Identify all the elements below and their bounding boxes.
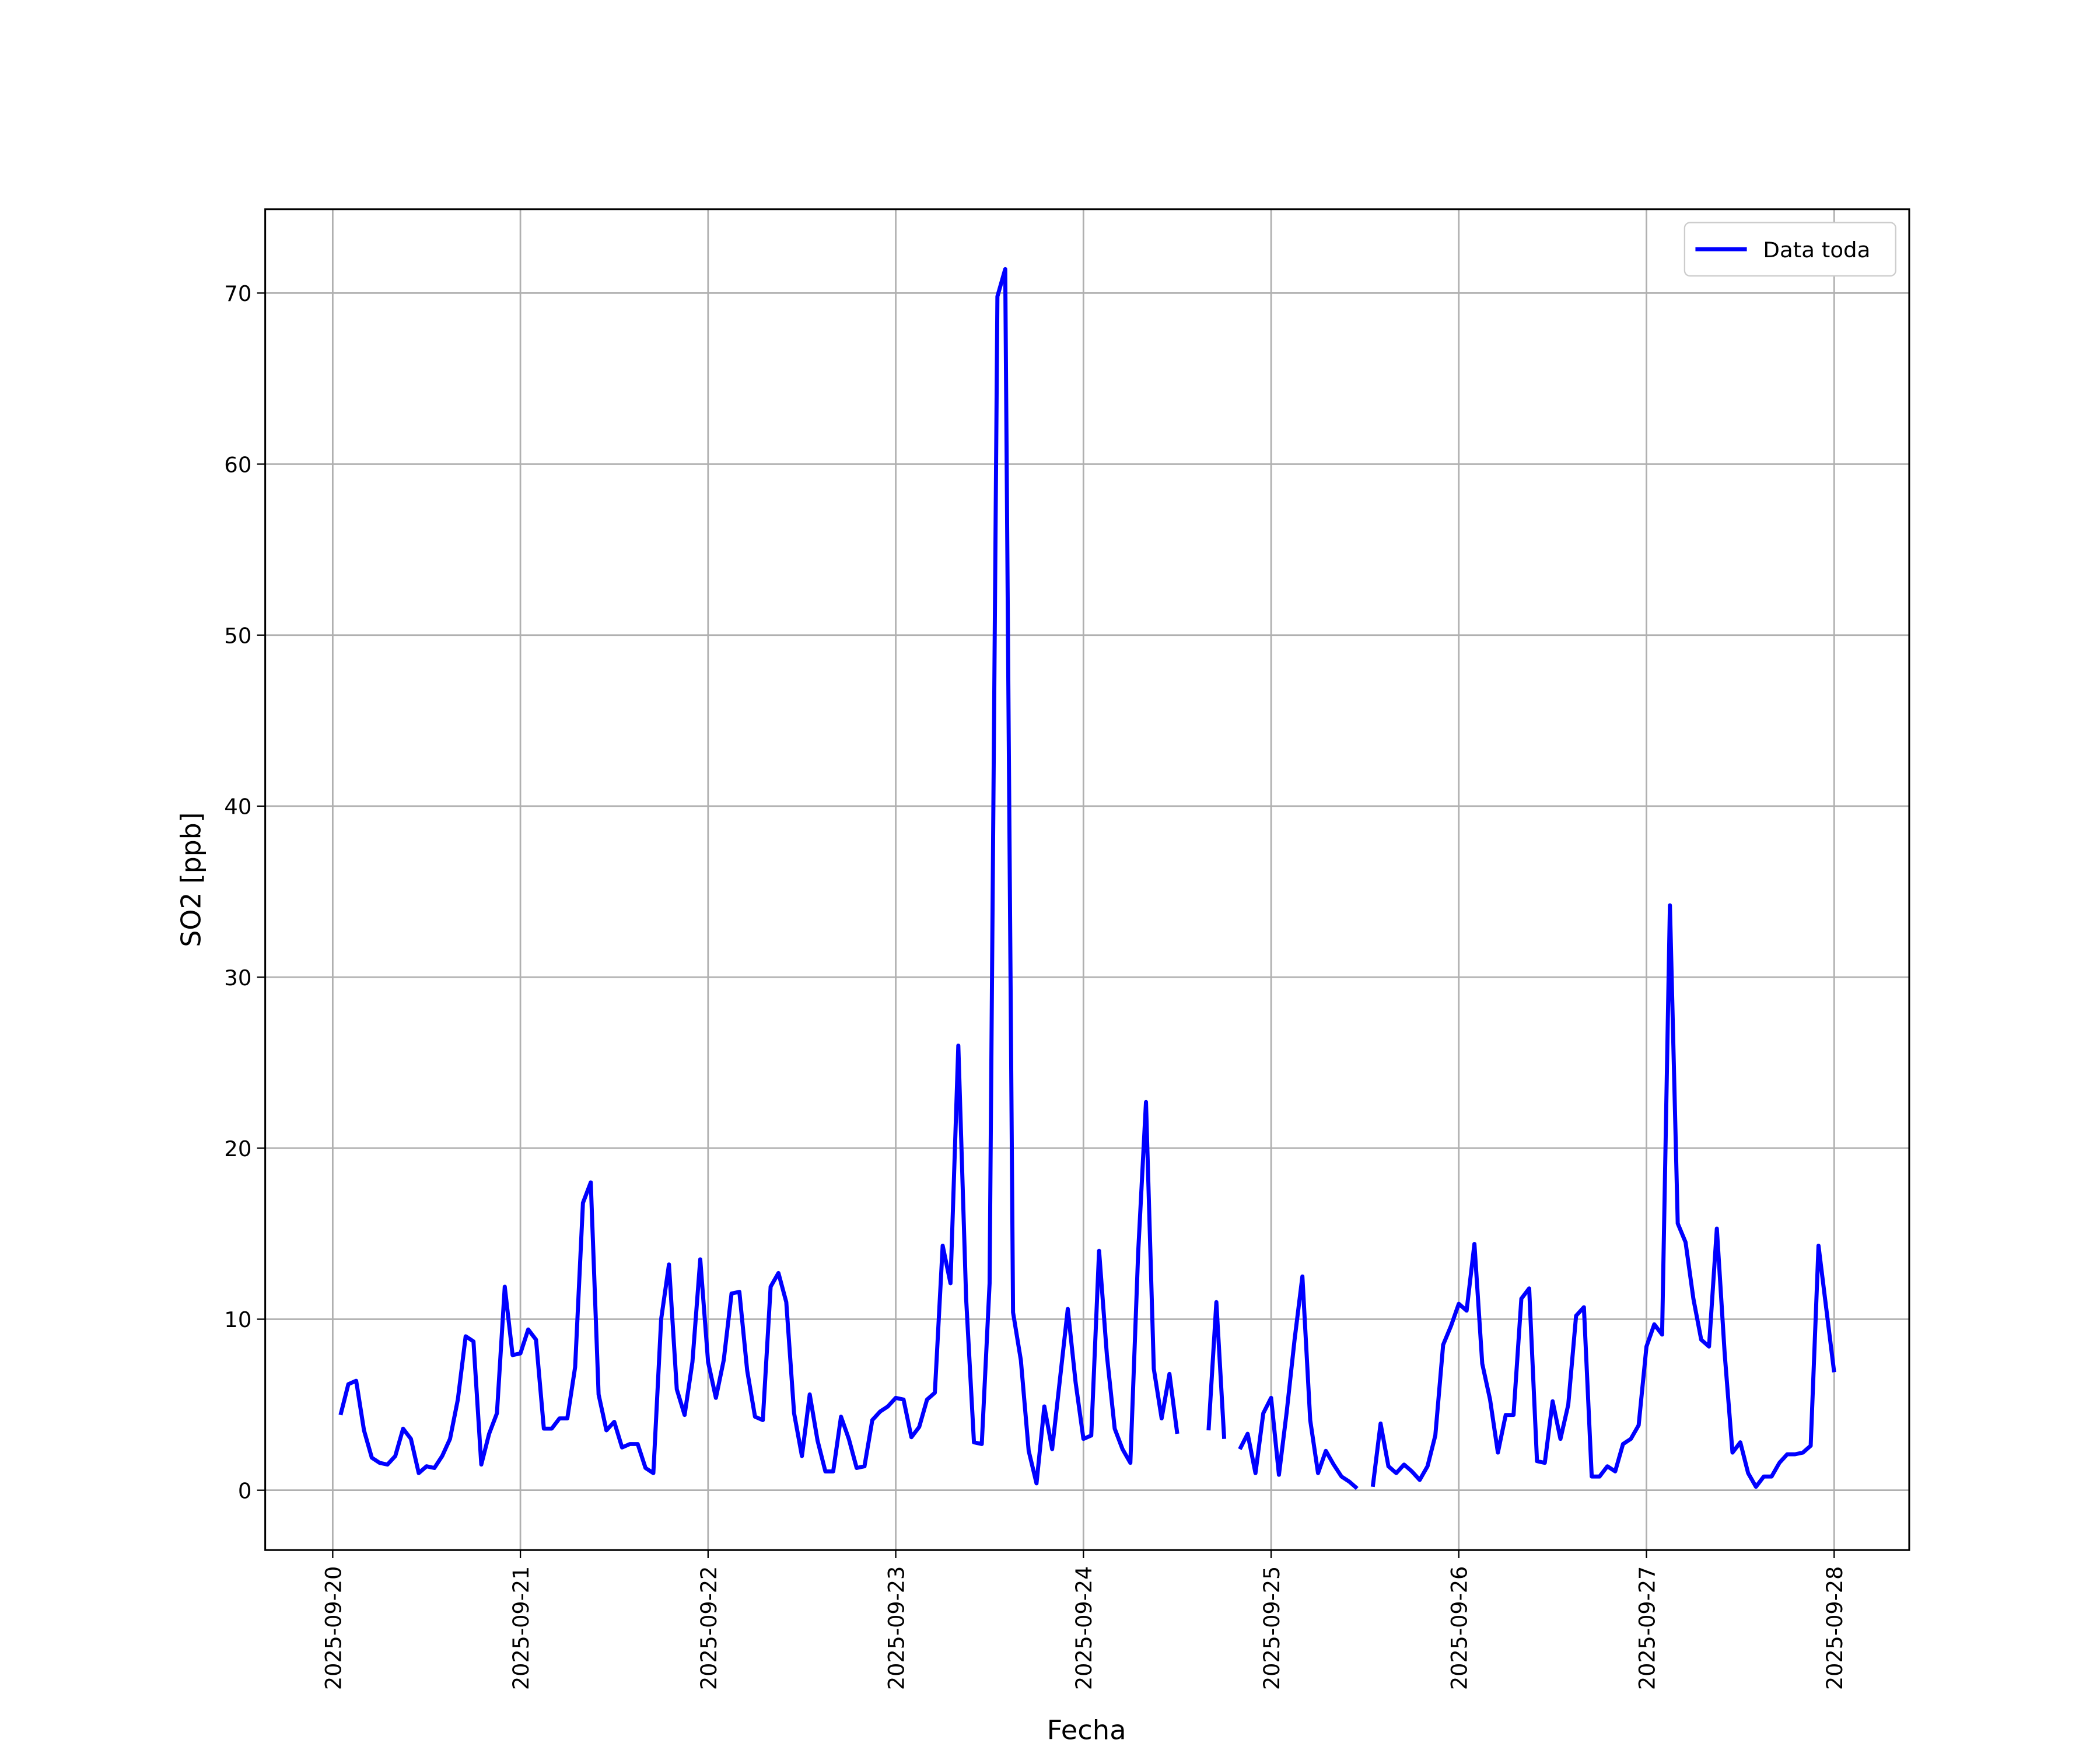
x-tick-label: 2025-09-27 bbox=[1634, 1566, 1660, 1690]
x-tick-label: 2025-09-28 bbox=[1822, 1566, 1847, 1690]
y-tick-label: 40 bbox=[224, 794, 251, 820]
y-tick-label: 30 bbox=[224, 965, 251, 991]
y-tick-label: 10 bbox=[224, 1307, 251, 1332]
x-tick-label: 2025-09-24 bbox=[1072, 1566, 1097, 1690]
x-tick-label: 2025-09-22 bbox=[696, 1566, 722, 1690]
y-tick-label: 20 bbox=[224, 1136, 251, 1161]
y-axis-label: SO2 [ppb] bbox=[175, 812, 206, 947]
x-tick-label: 2025-09-20 bbox=[321, 1566, 346, 1690]
y-tick-label: 0 bbox=[238, 1479, 252, 1504]
legend-box bbox=[1684, 222, 1896, 277]
legend: Data toda bbox=[1684, 222, 1896, 277]
x-tick-label: 2025-09-25 bbox=[1259, 1566, 1284, 1690]
x-tick-label: 2025-09-23 bbox=[884, 1566, 909, 1690]
y-tick-label: 50 bbox=[224, 624, 251, 649]
plot-frame bbox=[264, 208, 1910, 1551]
x-axis-label: Fecha bbox=[1047, 1714, 1126, 1746]
data-line bbox=[338, 267, 1836, 1490]
x-tick-label: 2025-09-26 bbox=[1447, 1566, 1472, 1690]
x-tick-label: 2025-09-21 bbox=[509, 1566, 534, 1690]
y-tick-label: 70 bbox=[224, 281, 251, 306]
y-tick-label: 60 bbox=[224, 453, 251, 478]
legend-label: Data toda bbox=[1763, 237, 1870, 262]
